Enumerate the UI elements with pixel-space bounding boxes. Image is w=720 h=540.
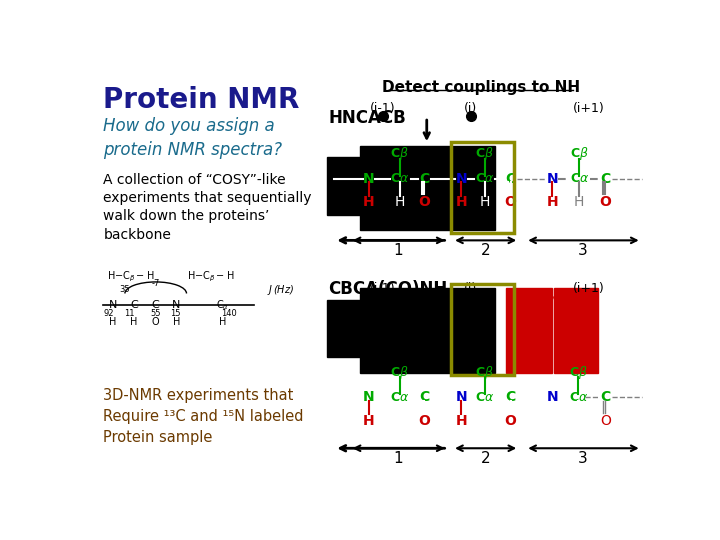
Text: A collection of “COSY”-like
experiments that sequentially
walk down the proteins: A collection of “COSY”-like experiments …: [104, 173, 312, 242]
Text: C$_\alpha$: C$_\alpha$: [216, 298, 230, 312]
Text: C$\alpha$: C$\alpha$: [570, 172, 589, 185]
Bar: [451, 142, 514, 233]
Text: C$\alpha$: C$\alpha$: [569, 391, 588, 404]
Text: (i): (i): [464, 102, 477, 115]
Text: CBCA(CO)NH: CBCA(CO)NH: [328, 280, 447, 299]
Text: C: C: [505, 390, 516, 404]
Text: H$-$C$_\beta-$H: H$-$C$_\beta-$H: [107, 269, 154, 284]
Bar: [451, 288, 495, 373]
Text: H: H: [130, 317, 138, 327]
Text: N: N: [109, 300, 117, 310]
Bar: [360, 146, 451, 231]
Text: O: O: [418, 414, 431, 428]
Text: C$\beta$: C$\beta$: [569, 363, 588, 381]
Text: H: H: [574, 195, 585, 209]
Text: N: N: [363, 172, 375, 186]
Bar: [327, 300, 365, 357]
Bar: [554, 288, 598, 373]
Text: (i-1): (i-1): [370, 281, 396, 295]
Text: C$\beta$: C$\beta$: [390, 363, 409, 381]
Text: C: C: [505, 172, 516, 186]
Text: C$\beta$: C$\beta$: [570, 145, 588, 162]
Text: 1: 1: [393, 451, 403, 466]
Text: H: H: [363, 195, 375, 209]
Text: O: O: [505, 414, 517, 428]
Text: How do you assign a
protein NMR spectra?: How do you assign a protein NMR spectra?: [104, 117, 282, 159]
Text: N: N: [172, 300, 181, 310]
Text: H: H: [546, 414, 558, 428]
Text: N: N: [546, 172, 558, 186]
Text: O: O: [505, 195, 517, 209]
Text: HNCACB: HNCACB: [328, 109, 406, 127]
Text: C: C: [152, 300, 160, 310]
Text: C: C: [130, 300, 138, 310]
Text: C: C: [600, 390, 611, 404]
Text: H: H: [109, 317, 116, 327]
Text: 3: 3: [578, 451, 588, 466]
Text: 140: 140: [221, 309, 237, 318]
Text: 55: 55: [150, 309, 161, 318]
Text: H: H: [173, 317, 180, 327]
Text: O: O: [152, 317, 160, 327]
Text: C$\alpha$: C$\alpha$: [390, 391, 410, 404]
Text: H: H: [219, 317, 226, 327]
Text: (i+1): (i+1): [572, 281, 604, 295]
Text: N: N: [456, 172, 467, 186]
Text: N: N: [456, 390, 467, 404]
Text: (i+1): (i+1): [572, 102, 604, 115]
Bar: [360, 288, 451, 373]
Text: C: C: [419, 172, 430, 186]
Text: 2: 2: [481, 451, 491, 466]
Text: 35: 35: [120, 285, 130, 294]
Text: 92: 92: [104, 309, 114, 318]
Text: C$\beta$: C$\beta$: [390, 145, 409, 162]
Text: H: H: [480, 195, 490, 209]
Text: O: O: [418, 195, 431, 209]
Text: H: H: [546, 195, 558, 209]
Text: C$\beta$: C$\beta$: [475, 145, 494, 162]
Text: H: H: [395, 414, 405, 428]
Bar: [327, 157, 365, 215]
Text: C: C: [600, 172, 611, 186]
Text: Detect couplings to NH: Detect couplings to NH: [382, 80, 580, 95]
Text: 11: 11: [125, 309, 135, 318]
Text: (i-1): (i-1): [370, 102, 396, 115]
Text: C: C: [419, 390, 430, 404]
Text: O: O: [600, 195, 611, 209]
Text: 2: 2: [481, 243, 491, 258]
Text: H: H: [363, 414, 375, 428]
Text: C$\alpha$: C$\alpha$: [475, 172, 494, 185]
Text: H: H: [456, 195, 467, 209]
Text: (i): (i): [464, 281, 477, 295]
Text: C$\beta$: C$\beta$: [475, 363, 494, 381]
Text: H: H: [573, 414, 584, 428]
Text: 1: 1: [393, 243, 403, 258]
Text: H: H: [480, 414, 490, 428]
Text: O: O: [600, 414, 611, 428]
Text: Protein NMR: Protein NMR: [104, 86, 300, 114]
Text: N: N: [546, 390, 558, 404]
Text: -7: -7: [151, 279, 160, 288]
Text: C$\alpha$: C$\alpha$: [390, 172, 410, 185]
Bar: [506, 288, 552, 373]
Text: 15: 15: [170, 309, 180, 318]
Text: $J\,$(Hz): $J\,$(Hz): [267, 282, 294, 296]
Text: H$-$C$_\beta-$H: H$-$C$_\beta-$H: [187, 269, 235, 284]
Text: N: N: [363, 390, 375, 404]
Text: 3: 3: [578, 243, 588, 258]
Bar: [451, 146, 495, 231]
Text: H: H: [456, 414, 467, 428]
Text: C$\alpha$: C$\alpha$: [475, 391, 494, 404]
Text: 3D-NMR experiments that
Require ¹³C and ¹⁵N labeled
Protein sample: 3D-NMR experiments that Require ¹³C and …: [104, 388, 304, 445]
Text: H: H: [395, 195, 405, 209]
Bar: [451, 284, 514, 375]
